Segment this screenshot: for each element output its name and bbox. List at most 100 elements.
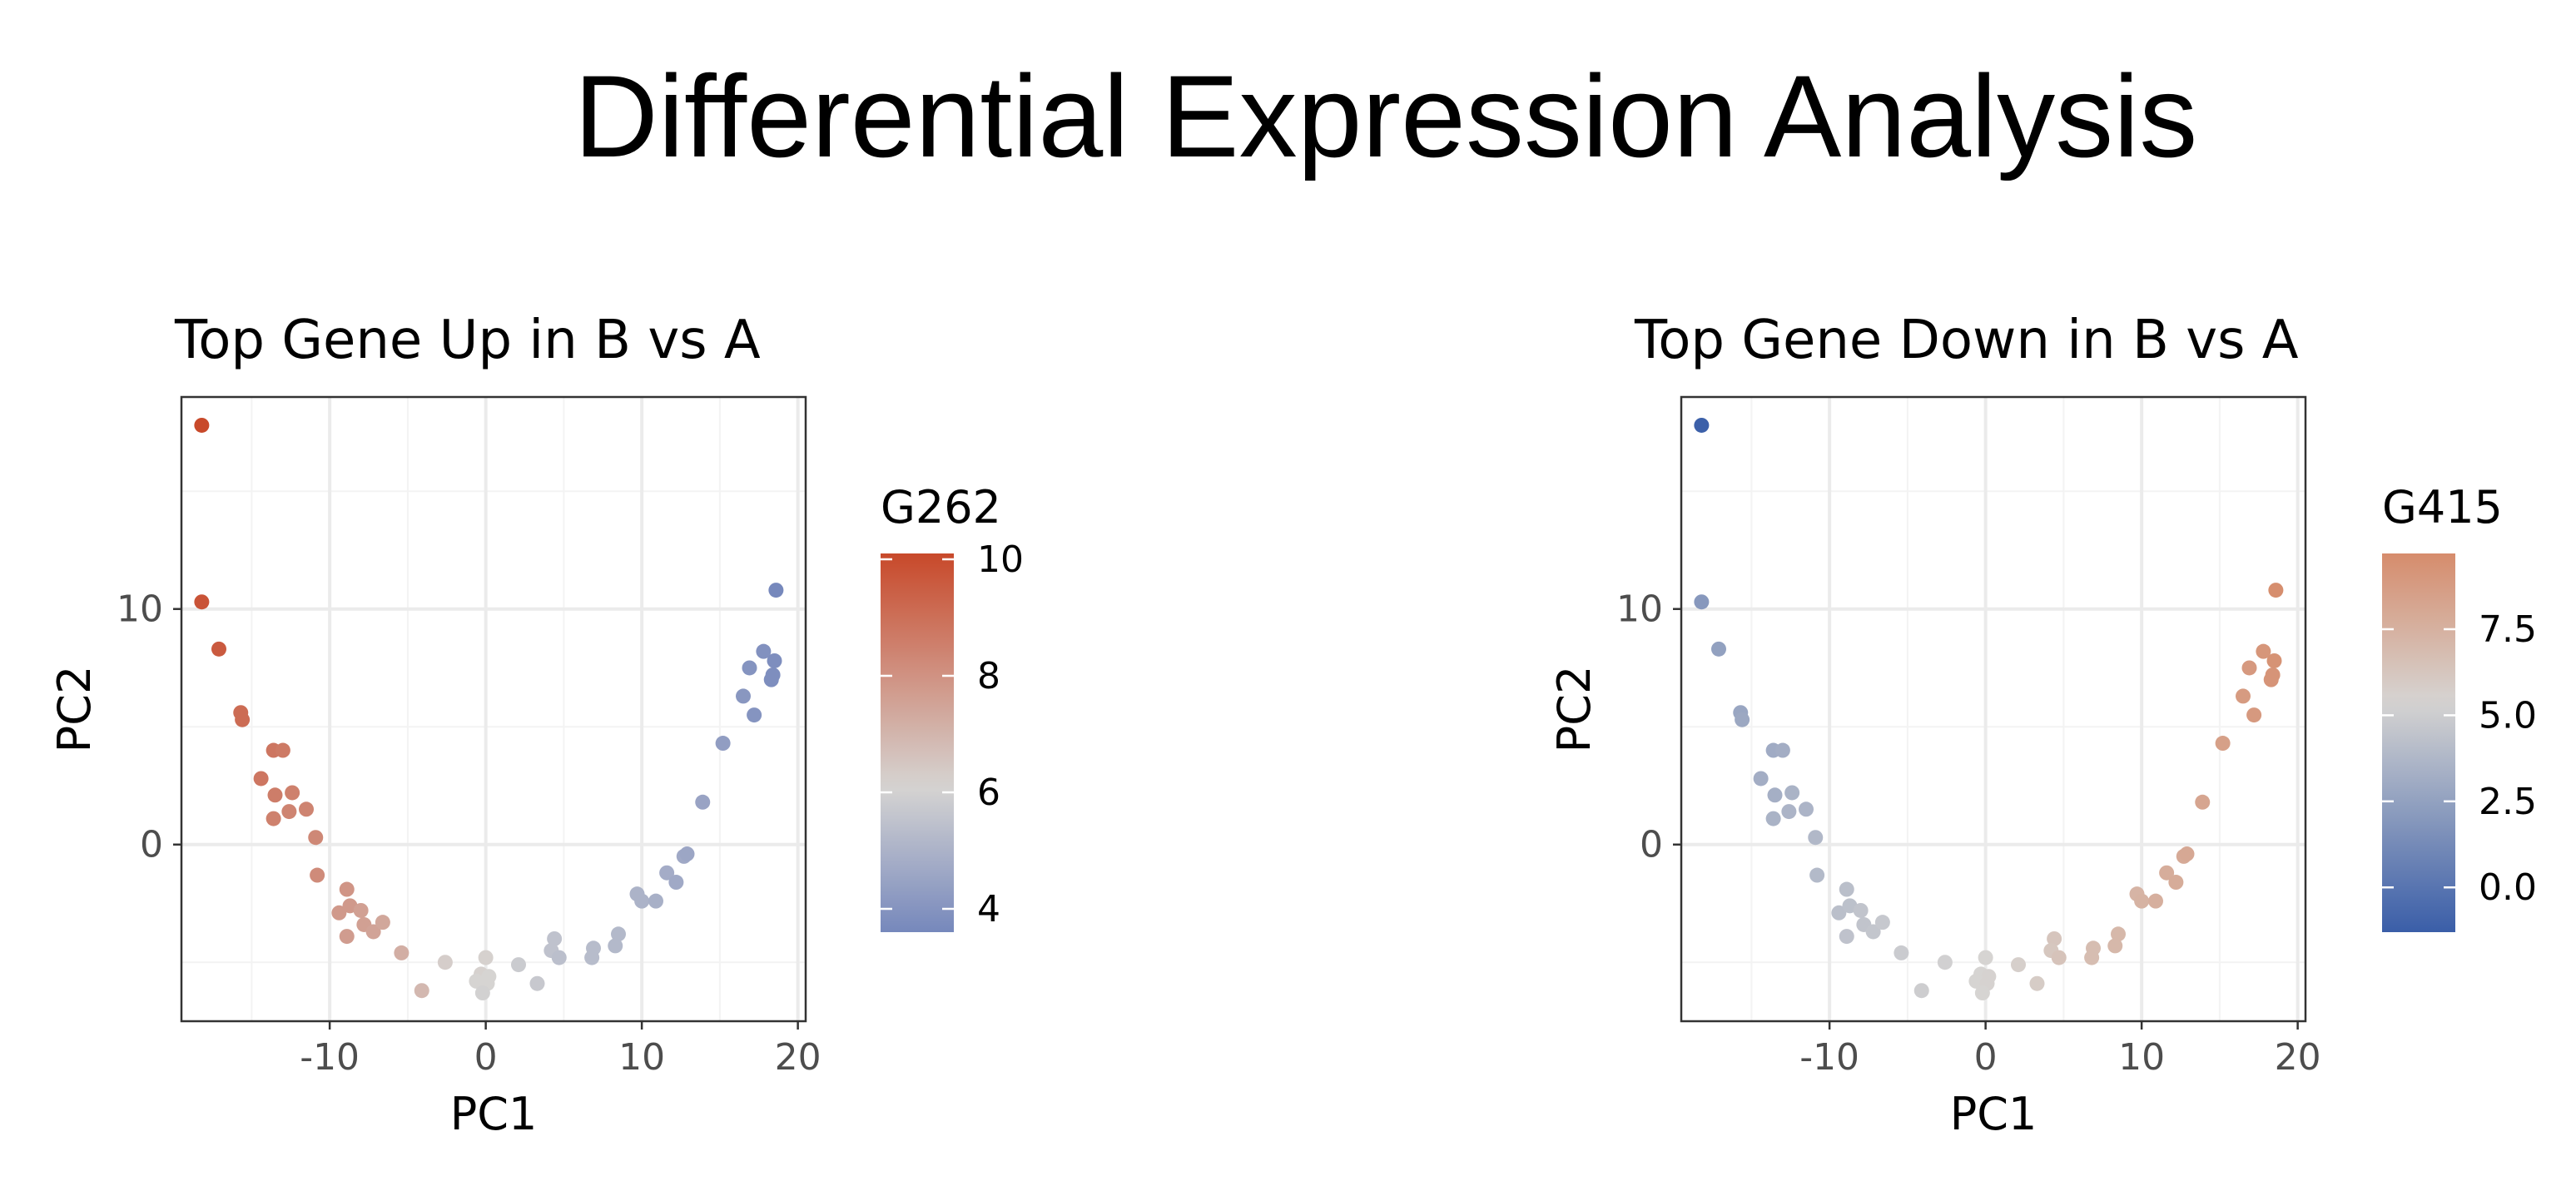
data-point <box>1694 594 1710 610</box>
data-point <box>659 865 675 881</box>
data-point <box>2084 950 2100 965</box>
data-point <box>608 938 623 954</box>
data-point <box>547 930 563 946</box>
data-point <box>1839 881 1854 897</box>
data-point <box>2268 583 2284 598</box>
x-tick-label: -10 <box>300 1036 360 1079</box>
data-point <box>1735 712 1750 727</box>
data-point <box>308 830 324 846</box>
data-point <box>281 804 297 820</box>
data-point <box>2266 653 2282 668</box>
panels: -10 0 10 20 0 10 PC1 PC2 Top Gene Up in B vs A G2… <box>48 310 2537 1140</box>
data-point <box>1865 924 1881 940</box>
data-point <box>267 787 283 803</box>
data-point <box>2029 975 2045 991</box>
legend-colorbar: G415 0.0 2.5 5.0 7.5 <box>2382 481 2537 932</box>
legend-tick-label: 8 <box>977 655 1000 697</box>
data-point <box>2047 930 2062 946</box>
data-point <box>478 950 494 965</box>
x-tick-label: 0 <box>474 1036 498 1079</box>
data-point <box>756 643 772 659</box>
data-point <box>1753 771 1769 787</box>
data-point <box>2236 688 2251 704</box>
data-point <box>1765 811 1781 826</box>
data-point <box>2265 667 2281 682</box>
data-point <box>2011 957 2026 973</box>
data-point <box>668 875 684 891</box>
data-point <box>235 712 251 727</box>
data-point <box>1978 950 1993 965</box>
data-point <box>194 417 210 433</box>
x-tick-label: 20 <box>2275 1036 2321 1079</box>
data-point <box>1974 985 1990 1001</box>
y-tick-label: 0 <box>1640 824 1663 866</box>
x-tick-label: 0 <box>1974 1036 1998 1079</box>
data-point <box>1781 804 1797 820</box>
data-point <box>742 660 757 676</box>
y-tick-label: 0 <box>140 824 163 866</box>
legend-tick-label: 5.0 <box>2479 694 2537 737</box>
y-axis-label: PC2 <box>1548 666 1601 753</box>
data-point <box>2241 660 2257 676</box>
data-point <box>747 707 762 723</box>
plot-border <box>180 395 807 1023</box>
data-point <box>266 811 281 826</box>
data-point <box>1808 830 1824 846</box>
chart-title: Top Gene Down in B vs A <box>1634 310 2299 371</box>
data-point <box>1839 929 1854 945</box>
legend-tick-label: 10 <box>977 538 1024 581</box>
legend-tick-label: 4 <box>977 888 1000 930</box>
legend-tick-label: 7.5 <box>2479 608 2537 651</box>
x-tick-label: -10 <box>1799 1036 1859 1079</box>
x-tick-label: 10 <box>618 1036 665 1079</box>
x-axis-label: PC1 <box>1950 1088 2037 1140</box>
y-tick-label: 10 <box>1616 588 1663 631</box>
x-tick-label: 10 <box>2118 1036 2165 1079</box>
data-point <box>736 688 751 704</box>
chart-panel-2: -10 0 10 20 0 10 PC1 PC2 Top Gene Down in B vs A… <box>1548 310 2537 1140</box>
data-point <box>529 975 545 991</box>
data-point <box>353 902 369 918</box>
data-point <box>1694 417 1710 433</box>
legend-title: G262 <box>881 481 1001 533</box>
data-point <box>2107 938 2123 954</box>
data-point <box>768 583 784 598</box>
data-point <box>1774 742 1790 758</box>
data-point <box>331 905 347 921</box>
x-axis-label: PC1 <box>450 1088 538 1140</box>
data-point <box>1913 983 1929 999</box>
data-point <box>648 893 663 909</box>
legend-tick-label: 6 <box>977 772 1000 814</box>
data-point <box>339 929 355 945</box>
data-point <box>2215 736 2231 752</box>
data-point <box>275 742 290 758</box>
data-point <box>2256 643 2271 659</box>
data-point <box>1809 867 1825 883</box>
legend-colorbar: G262 4 6 8 10 <box>881 481 1024 932</box>
legend-title: G415 <box>2382 481 2503 533</box>
data-point <box>765 667 781 682</box>
plot-border <box>1680 395 2307 1023</box>
legend-tick-label: 0.0 <box>2479 866 2537 909</box>
legend-gradient-bar <box>2382 553 2455 932</box>
data-point <box>1831 905 1847 921</box>
data-point <box>437 955 453 970</box>
data-point <box>1874 915 1890 930</box>
data-point <box>474 985 490 1001</box>
data-point <box>1711 641 1726 657</box>
plot-area <box>181 397 806 1021</box>
data-point <box>1799 801 1814 817</box>
data-point <box>253 771 269 787</box>
y-tick-label: 10 <box>117 588 163 631</box>
data-point <box>211 641 226 657</box>
plot-area <box>1681 397 2305 1021</box>
data-point <box>511 957 526 973</box>
data-point <box>2134 893 2150 909</box>
data-point <box>1894 945 1909 960</box>
data-point <box>1853 902 1869 918</box>
x-tick-label: 20 <box>775 1036 821 1079</box>
figure-title: Differential Expression Analysis <box>574 51 2198 181</box>
legend-tick-label: 2.5 <box>2479 781 2537 823</box>
data-point <box>375 915 390 930</box>
